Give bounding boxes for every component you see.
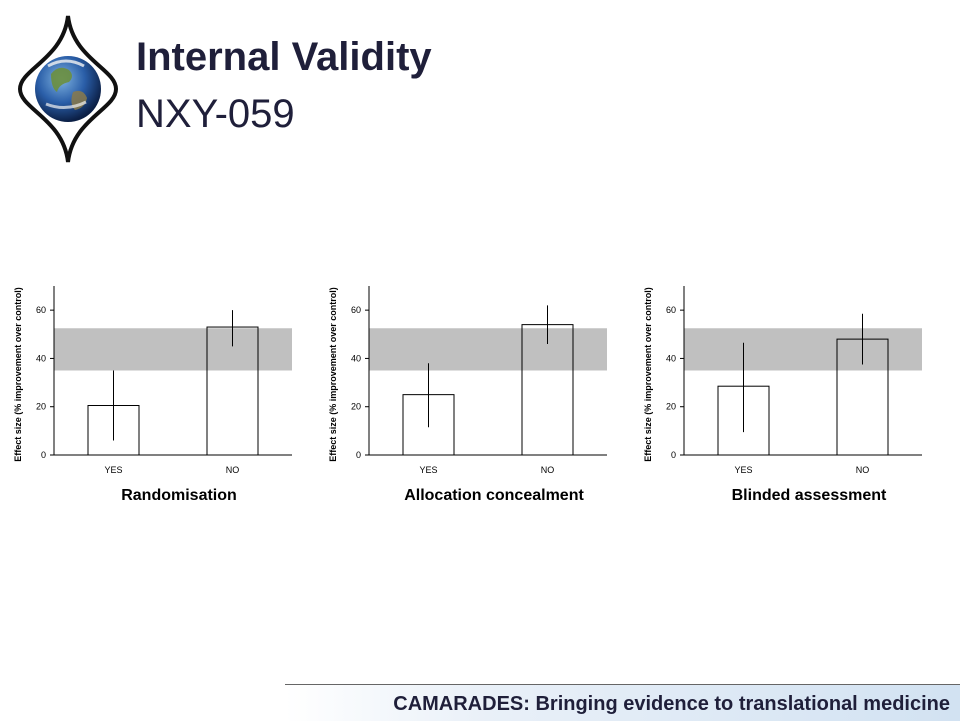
y-tick-label: 40 — [351, 353, 361, 363]
x-tick-label: NO — [856, 465, 870, 475]
camarades-logo — [18, 15, 118, 163]
reference-band — [54, 328, 292, 371]
chart-svg: YES NO 0 20 40 60 Effect size (% improvement o… — [328, 286, 607, 500]
y-axis-label: Effect size (% improvement over control) — [328, 287, 338, 462]
chart-title: Blinded assessment — [732, 487, 887, 500]
page-subtitle: NXY-059 — [136, 92, 295, 136]
footer-text: CAMARADES: Bringing evidence to translat… — [393, 693, 950, 715]
y-tick-label: 40 — [36, 353, 46, 363]
chart-title: Allocation concealment — [404, 487, 584, 500]
y-tick-label: 20 — [36, 402, 46, 412]
chart-svg: YES NO 0 20 40 60 Effect size (% improvement o… — [13, 286, 292, 500]
reference-band — [369, 328, 607, 371]
chart-randomisation: YES NO 0 20 40 60 Effect size (% improvement o… — [8, 250, 328, 500]
chart-svg: YES NO 0 20 40 60 Effect size (% improvement o… — [643, 286, 922, 500]
y-tick-label: 0 — [41, 450, 46, 460]
x-tick-label: YES — [104, 465, 122, 475]
chart-blinded-assessment: YES NO 0 20 40 60 Effect size (% improvement o… — [638, 250, 958, 500]
y-tick-label: 0 — [671, 450, 676, 460]
x-tick-label: YES — [419, 465, 437, 475]
x-tick-label: NO — [226, 465, 240, 475]
y-tick-label: 20 — [351, 402, 361, 412]
y-tick-label: 40 — [666, 353, 676, 363]
chart-allocation-concealment: YES NO 0 20 40 60 Effect size (% improvement o… — [323, 250, 643, 500]
x-tick-label: NO — [541, 465, 555, 475]
chart-title: Randomisation — [121, 487, 237, 500]
y-tick-label: 60 — [351, 305, 361, 315]
y-tick-label: 20 — [666, 402, 676, 412]
x-tick-label: YES — [734, 465, 752, 475]
y-axis-label: Effect size (% improvement over control) — [643, 287, 653, 462]
y-tick-label: 0 — [356, 450, 361, 460]
y-axis-label: Effect size (% improvement over control) — [13, 287, 23, 462]
footer-bar: CAMARADES: Bringing evidence to translat… — [285, 684, 960, 721]
y-tick-label: 60 — [666, 305, 676, 315]
y-tick-label: 60 — [36, 305, 46, 315]
page-title: Internal Validity — [136, 35, 432, 79]
reference-band — [684, 328, 922, 371]
